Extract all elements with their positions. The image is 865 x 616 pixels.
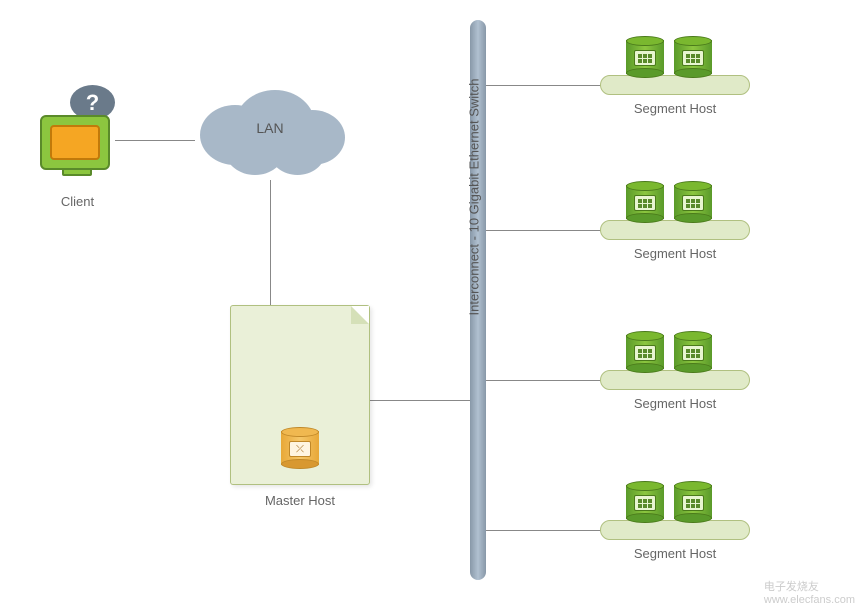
master-database: ⤫	[281, 427, 319, 469]
cloud-shape: LAN	[190, 80, 350, 180]
segment-platform	[600, 220, 750, 240]
db-grid-icon	[682, 345, 704, 361]
db-grid-icon	[634, 50, 656, 66]
line-switch-seg1	[486, 85, 601, 86]
segment-platform	[600, 520, 750, 540]
segment-host-4: Segment Host	[600, 520, 750, 561]
segment-label: Segment Host	[600, 246, 750, 261]
lan-cloud: LAN	[190, 80, 350, 180]
segment-host-3: Segment Host	[600, 370, 750, 411]
segment-databases	[626, 331, 712, 373]
screen	[50, 125, 100, 160]
master-db-icon: ⤫	[289, 441, 311, 457]
line-client-lan	[115, 140, 195, 141]
switch-bar: Interconnect - 10 Gigabit Ethernet Switc…	[470, 20, 486, 580]
master-card: ⤫	[230, 305, 370, 485]
db-grid-icon	[634, 495, 656, 511]
segment-databases	[626, 181, 712, 223]
segment-db	[626, 331, 664, 373]
watermark: 电子发烧友 www.elecfans.com	[764, 578, 855, 606]
segment-platform	[600, 370, 750, 390]
question-icon: ?	[86, 90, 99, 116]
segment-databases	[626, 36, 712, 78]
segment-db	[674, 36, 712, 78]
lan-label: LAN	[190, 120, 350, 136]
line-master-switch	[370, 400, 470, 401]
segment-db	[626, 181, 664, 223]
segment-label: Segment Host	[600, 101, 750, 116]
watermark-text1: 电子发烧友	[764, 581, 819, 593]
monitor-stand	[62, 168, 92, 176]
client-computer: ?	[40, 115, 120, 180]
segment-db	[674, 181, 712, 223]
client-label: Client	[40, 194, 115, 209]
switch-label: Interconnect - 10 Gigabit Ethernet Switc…	[467, 300, 482, 316]
db-grid-icon	[634, 345, 656, 361]
line-switch-seg3	[486, 380, 601, 381]
db-grid-icon	[682, 495, 704, 511]
segment-host-1: Segment Host	[600, 75, 750, 116]
switch-node: Interconnect - 10 Gigabit Ethernet Switc…	[470, 20, 486, 580]
client-node: ? Client	[40, 115, 120, 209]
db-grid-icon	[634, 195, 656, 211]
master-label: Master Host	[230, 493, 370, 508]
segment-db	[626, 481, 664, 523]
segment-db	[674, 481, 712, 523]
segment-label: Segment Host	[600, 546, 750, 561]
segment-databases	[626, 481, 712, 523]
monitor	[40, 115, 110, 170]
segment-platform	[600, 75, 750, 95]
line-switch-seg2	[486, 230, 601, 231]
db-grid-icon	[682, 195, 704, 211]
segment-label: Segment Host	[600, 396, 750, 411]
card-fold	[351, 306, 369, 324]
line-switch-seg4	[486, 530, 601, 531]
diagram-canvas: ? Client LAN	[0, 0, 865, 616]
line-lan-master	[270, 180, 271, 305]
segment-db	[674, 331, 712, 373]
watermark-text2: www.elecfans.com	[764, 594, 855, 606]
segment-db	[626, 36, 664, 78]
segment-host-2: Segment Host	[600, 220, 750, 261]
master-host-node: ⤫ Master Host	[230, 305, 370, 508]
db-grid-icon	[682, 50, 704, 66]
